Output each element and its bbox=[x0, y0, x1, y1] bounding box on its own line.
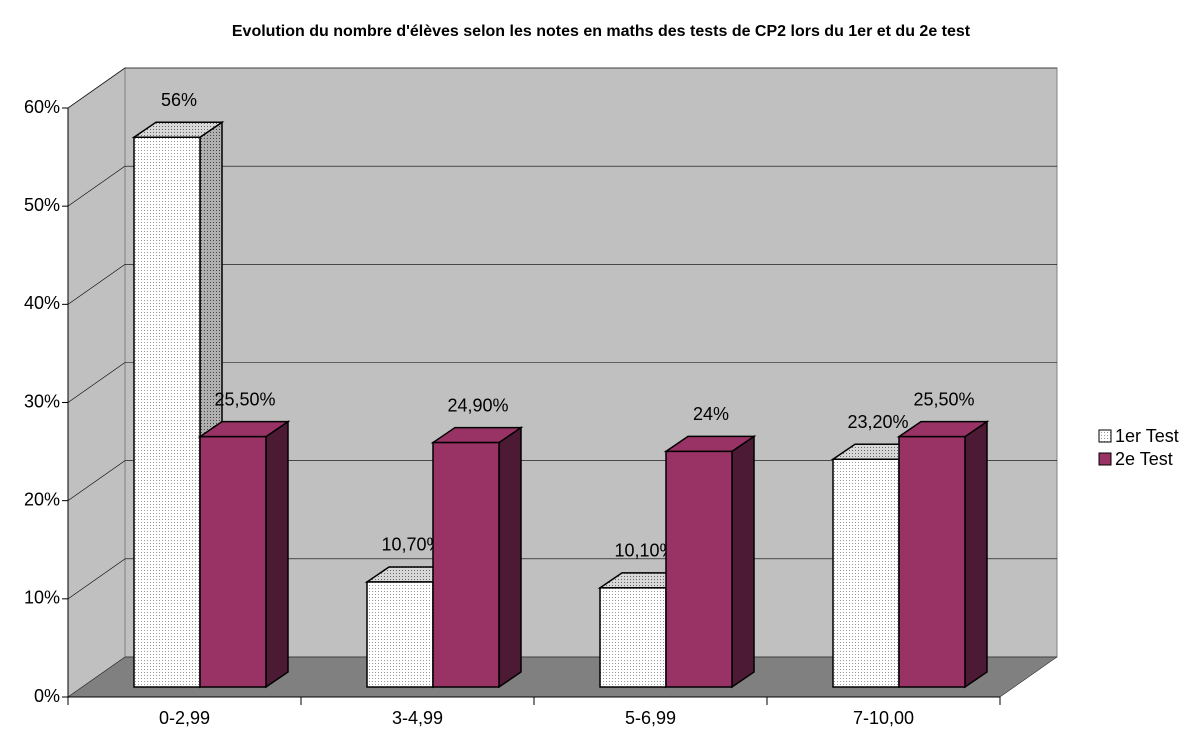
grid-line bbox=[67, 67, 126, 109]
data-label: 24,90% bbox=[447, 395, 508, 415]
x-tick-label: 0-2,99 bbox=[159, 708, 210, 728]
grid-line bbox=[67, 264, 126, 305]
x-ticks bbox=[67, 697, 1001, 705]
y-tick-label: 40% bbox=[24, 293, 60, 313]
grid-line bbox=[67, 362, 126, 403]
y-tick-label: 60% bbox=[24, 97, 60, 117]
data-label: 23,20% bbox=[847, 412, 908, 432]
bar bbox=[199, 435, 267, 688]
data-label: 24% bbox=[693, 404, 729, 424]
grid-line bbox=[67, 558, 126, 600]
bar-side bbox=[265, 420, 289, 689]
data-label: 56% bbox=[161, 90, 197, 110]
bar bbox=[832, 458, 900, 688]
bar bbox=[133, 136, 201, 688]
legend-swatch bbox=[1098, 452, 1112, 466]
bar bbox=[665, 450, 733, 688]
grid-line bbox=[67, 460, 126, 501]
legend-label: 2e Test bbox=[1115, 449, 1173, 469]
bar-side bbox=[964, 420, 988, 689]
data-label: 25,50% bbox=[214, 389, 275, 409]
grid-line bbox=[67, 165, 126, 207]
bar bbox=[432, 441, 500, 688]
data-label: 10,70% bbox=[381, 535, 442, 555]
x-tick-label: 5-6,99 bbox=[625, 708, 676, 728]
x-tick-label: 3-4,99 bbox=[392, 708, 443, 728]
chart-title: Evolution du nombre d'élèves selon les n… bbox=[232, 23, 971, 40]
data-label: 10,10% bbox=[614, 541, 675, 561]
bar-side bbox=[731, 434, 755, 689]
y-tick-label: 10% bbox=[24, 588, 60, 608]
x-tick-label: 7-10,00 bbox=[853, 708, 914, 728]
y-tick-label: 20% bbox=[24, 489, 60, 509]
legend-label: 1er Test bbox=[1115, 426, 1179, 446]
bar bbox=[898, 435, 966, 688]
y-tick-label: 50% bbox=[24, 195, 60, 215]
bar bbox=[599, 587, 667, 688]
bar-side bbox=[498, 426, 522, 689]
bar bbox=[366, 581, 434, 688]
data-label: 25,50% bbox=[913, 389, 974, 409]
legend-swatch bbox=[1098, 429, 1112, 443]
y-tick-label: 0% bbox=[34, 686, 60, 706]
y-tick-label: 30% bbox=[24, 391, 60, 411]
